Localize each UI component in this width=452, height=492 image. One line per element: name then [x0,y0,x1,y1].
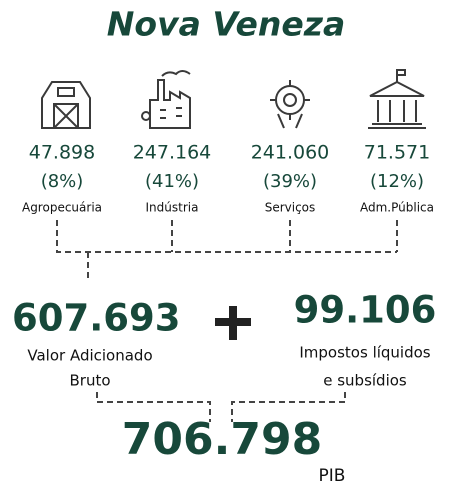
sector-value: 47.898 [29,142,95,164]
government-icon [368,69,426,129]
sector-label: Adm.Pública [360,201,434,215]
sector-label: Indústria [146,201,199,215]
sector-percent: (41%) [145,171,199,192]
connector [56,220,398,282]
taxes-label: Impostos líquidos [299,344,430,362]
sector-label: Serviços [265,201,316,215]
sector-percent: (39%) [263,171,317,192]
sector-value: 247.164 [133,142,212,164]
sector-percent: (12%) [370,171,424,192]
sector-value: 71.571 [364,142,430,164]
sector-percent: (8%) [41,171,84,192]
pib-label: PIB [319,466,346,486]
sector-value: 241.060 [251,142,330,164]
barn-icon [41,81,91,129]
value-added-label: Valor Adicionado [27,347,152,365]
connector [96,392,346,422]
taxes-value: 99.106 [294,289,437,332]
title: Nova Veneza [107,5,345,44]
plus-sign [215,306,251,340]
factory-icon [141,70,191,129]
sector-label: Agropecuária [22,201,102,215]
value-added-label: Bruto [69,372,110,390]
value-added-value: 607.693 [12,297,181,340]
taxes-label: e subsídios [323,372,407,390]
pib-value: 706.798 [122,414,322,465]
services-icon [270,80,310,129]
